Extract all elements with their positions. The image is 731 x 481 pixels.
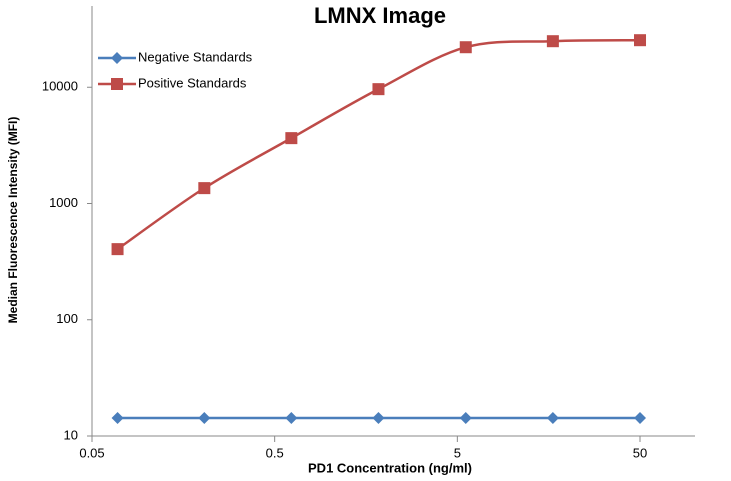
series-line [116,38,641,251]
x-tick-label: 50 [633,445,647,460]
legend-marker [111,52,123,64]
marker [285,411,298,424]
y-tick-label: 10000 [42,79,78,94]
marker [198,182,211,195]
marker [111,243,124,256]
x-tick-label: 0.5 [266,445,284,460]
legend-marker [111,78,123,90]
marker [546,35,559,48]
marker [285,132,298,145]
marker [372,83,385,96]
x-tick-label: 0.05 [79,445,104,460]
y-tick-label: 100 [56,311,78,326]
legend-label: Positive Standards [138,75,247,90]
marker [634,411,647,424]
marker [198,411,211,424]
marker [111,411,124,424]
marker [546,411,559,424]
y-tick-label: 1000 [49,195,78,210]
marker [372,411,385,424]
y-axis-label: Median Fluorescence Intensity (MFI) [6,117,20,324]
chart-title: LMNX Image [314,3,446,28]
marker [634,34,647,47]
legend-label: Negative Standards [138,49,253,64]
x-axis-label: PD1 Concentration (ng/ml) [308,460,472,475]
x-tick-label: 5 [454,445,461,460]
marker [459,41,472,54]
marker [459,411,472,424]
y-tick-label: 10 [64,427,78,442]
